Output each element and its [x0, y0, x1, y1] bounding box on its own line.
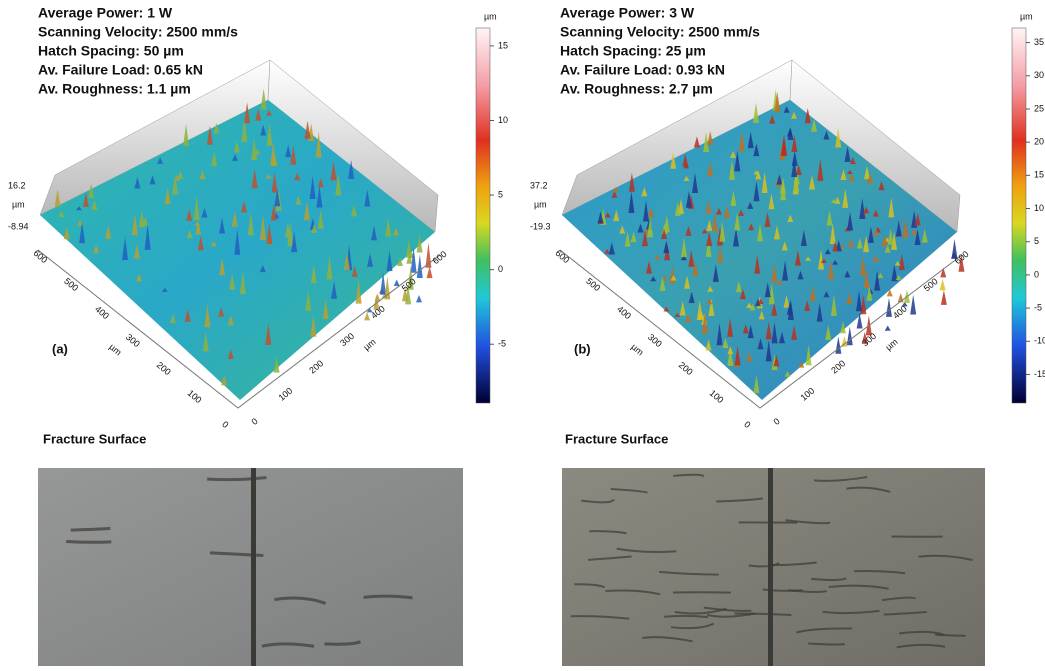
axis-unit: µm	[629, 342, 645, 358]
info-line: Average Power: 3 W	[560, 5, 695, 21]
info-line: Hatch Spacing: 50 µm	[38, 43, 184, 59]
peak	[427, 266, 433, 278]
axis-tick-label: 300	[646, 332, 664, 349]
axis-tick-label: 0	[742, 419, 752, 430]
peak	[835, 336, 841, 353]
peak	[416, 295, 422, 302]
info-line: Scanning Velocity: 2500 mm/s	[38, 24, 238, 40]
photo-texture	[935, 635, 965, 636]
info-line: Scanning Velocity: 2500 mm/s	[560, 24, 760, 40]
photo-texture	[664, 616, 708, 617]
axis-tick-label: 100	[276, 386, 294, 403]
axis-tick-label: 400	[93, 304, 111, 321]
colorbar-tick-label: 5	[498, 189, 503, 199]
axis-tick-label: 200	[677, 360, 695, 377]
colorbar-tick-label: -10	[1034, 336, 1045, 346]
axis-tick-label: 400	[615, 304, 633, 321]
colorbar-tick-label: 0	[498, 264, 503, 274]
z-min: -19.3	[530, 221, 551, 231]
axis-tick-label: 0	[249, 416, 259, 427]
axis-tick-label: 400	[369, 304, 387, 321]
axis-unit: µm	[884, 337, 900, 353]
peak	[885, 326, 891, 331]
axis-tick-label: 200	[829, 358, 847, 375]
axis-tick-label: 300	[338, 331, 356, 348]
photo-seam	[251, 468, 256, 666]
axis-tick-label: 600	[553, 248, 571, 265]
colorbar	[1012, 28, 1026, 403]
colorbar-tick-label: 10	[1034, 203, 1044, 213]
photo-title: Fracture Surface	[43, 431, 146, 446]
peak	[847, 326, 853, 345]
panel-label: (a)	[52, 341, 68, 356]
info-line: Hatch Spacing: 25 µm	[560, 43, 706, 59]
photo-texture	[66, 542, 111, 543]
axis-tick-label: 100	[186, 388, 204, 405]
panel: Average Power: 3 W Scanning Velocity: 250…	[530, 5, 1045, 666]
colorbar-tick-label: 25	[1034, 103, 1044, 113]
colorbar-tick-label: 35	[1034, 37, 1044, 47]
z-max: 16.2	[8, 180, 26, 190]
info-line: Av. Failure Load: 0.65 kN	[38, 62, 203, 78]
axis-tick-label: 0	[771, 416, 781, 427]
peak	[941, 290, 947, 305]
peak	[394, 280, 400, 286]
axis-tick-label: 500	[62, 276, 80, 293]
axis-unit: µm	[107, 342, 123, 358]
axis-tick-label: 300	[860, 331, 878, 348]
info-line: Average Power: 1 W	[38, 5, 173, 21]
z-min: -8.94	[8, 221, 29, 231]
photo-texture	[71, 528, 111, 530]
photo-texture	[808, 644, 845, 645]
axis-tick-label: 500	[400, 276, 418, 293]
axis-tick-label: 600	[31, 248, 49, 265]
colorbar-unit: µm	[484, 11, 497, 21]
colorbar	[476, 28, 490, 403]
peak	[910, 295, 916, 315]
z-unit: µm	[534, 199, 547, 209]
axis-tick-label: 200	[307, 358, 325, 375]
colorbar-tick-label: 10	[498, 115, 508, 125]
axis-unit: µm	[362, 337, 378, 353]
peak	[940, 279, 946, 290]
colorbar-tick-label: 30	[1034, 70, 1044, 80]
panel: Average Power: 1 W Scanning Velocity: 250…	[8, 5, 508, 666]
z-unit: µm	[12, 199, 25, 209]
axis-tick-label: 0	[220, 419, 230, 430]
info-line: Av. Failure Load: 0.93 kN	[560, 62, 725, 78]
colorbar-unit: µm	[1020, 11, 1033, 21]
axis-tick-label: 500	[584, 276, 602, 293]
axis-tick-label: 300	[124, 332, 142, 349]
photo	[38, 468, 463, 666]
info-line: Av. Roughness: 1.1 µm	[38, 81, 191, 97]
colorbar-tick-label: 5	[1034, 236, 1039, 246]
colorbar-tick-label: -5	[1034, 302, 1042, 312]
z-max: 37.2	[530, 180, 548, 190]
panel-label: (b)	[574, 341, 591, 356]
axis-tick-label: 100	[708, 388, 726, 405]
colorbar-tick-label: -5	[498, 339, 506, 349]
peak	[417, 255, 423, 278]
colorbar-tick-label: 15	[498, 40, 508, 50]
colorbar-tick-label: 15	[1034, 170, 1044, 180]
colorbar-tick-label: 20	[1034, 137, 1044, 147]
axis-tick-label: 500	[922, 276, 940, 293]
colorbar-tick-label: -15	[1034, 369, 1045, 379]
photo	[562, 468, 985, 666]
info-line: Av. Roughness: 2.7 µm	[560, 81, 713, 97]
axis-tick-label: 100	[798, 386, 816, 403]
colorbar-tick-label: 0	[1034, 269, 1039, 279]
axis-tick-label: 200	[155, 360, 173, 377]
axis-tick-label: 600	[431, 249, 449, 266]
photo-title: Fracture Surface	[565, 431, 668, 446]
